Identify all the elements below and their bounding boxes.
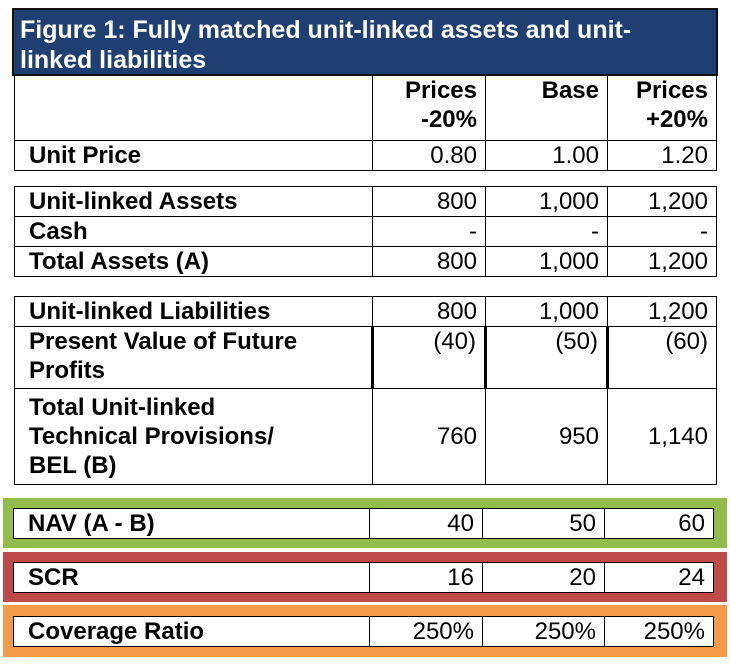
cell: 24 — [604, 562, 714, 593]
table-row: NAV (A - B) 40 50 60 — [13, 508, 714, 539]
nav-band: NAV (A - B) 40 50 60 — [3, 498, 727, 548]
table-row: Unit Price 0.80 1.00 1.20 — [14, 140, 717, 171]
row-label-line: BEL (B) — [29, 452, 117, 479]
row-label: NAV (A - B) — [13, 508, 370, 539]
table-row: Unit-linked Assets 800 1,000 1,200 — [14, 186, 717, 217]
cell: 1,000 — [485, 296, 608, 327]
row-label-line: Technical Provisions/ — [29, 423, 274, 450]
liabilities-table: Unit-linked Liabilities 800 1,000 1,200 … — [14, 296, 717, 485]
table-row: Cash - - - — [14, 216, 717, 247]
scr-table: SCR 16 20 24 — [13, 562, 714, 593]
row-label: Present Value of Future Profits — [14, 326, 373, 389]
col-header-base: Base — [485, 76, 608, 141]
table-row: Present Value of Future Profits (40) (50… — [14, 326, 717, 389]
cell: (50) — [484, 326, 608, 389]
table-row: SCR 16 20 24 — [13, 562, 714, 593]
cell: (40) — [371, 326, 486, 389]
col-header-text: -20% — [420, 106, 477, 133]
cell: 800 — [372, 186, 486, 217]
row-label: Unit-linked Liabilities — [14, 296, 373, 327]
cell: 0.80 — [372, 140, 486, 171]
row-label: Total Assets (A) — [14, 246, 373, 277]
cell: 760 — [372, 388, 486, 485]
scr-band: SCR 16 20 24 — [3, 552, 727, 602]
col-header-text: Prices — [635, 77, 708, 104]
table-row: Total Assets (A) 800 1,000 1,200 — [14, 246, 717, 277]
cell: 1,000 — [485, 246, 608, 277]
row-label: Total Unit-linked Technical Provisions/ … — [14, 388, 373, 485]
row-label-line: Present Value of Future — [29, 328, 298, 355]
col-header-prices-plus: Prices +20% — [607, 76, 717, 141]
cell: 1,200 — [607, 246, 717, 277]
table-row: Unit-linked Liabilities 800 1,000 1,200 — [14, 296, 717, 327]
cell: 800 — [372, 246, 486, 277]
row-label-line: Total Unit-linked — [29, 394, 216, 421]
cell: 250% — [369, 616, 483, 647]
table-row: Coverage Ratio 250% 250% 250% — [13, 616, 714, 647]
cell: 40 — [369, 508, 483, 539]
cell: 250% — [482, 616, 605, 647]
cell: 16 — [369, 562, 483, 593]
cell: 250% — [604, 616, 714, 647]
row-label: Coverage Ratio — [13, 616, 370, 647]
col-header-text: +20% — [645, 106, 708, 133]
coverage-band: Coverage Ratio 250% 250% 250% — [3, 605, 727, 657]
figure-title: Figure 1: Fully matched unit-linked asse… — [12, 8, 718, 76]
row-label: Unit Price — [14, 140, 373, 171]
unit-price-table: Unit Price 0.80 1.00 1.20 — [14, 140, 717, 171]
cell: 50 — [482, 508, 605, 539]
cell: 950 — [485, 388, 608, 485]
cell: 1,000 — [485, 186, 608, 217]
cell: - — [607, 216, 717, 247]
table-row: Total Unit-linked Technical Provisions/ … — [14, 388, 717, 485]
figure-title-line2: linked liabilities — [20, 46, 207, 74]
column-header-table: Prices -20% Base Prices +20% — [14, 76, 717, 141]
assets-table: Unit-linked Assets 800 1,000 1,200 Cash … — [14, 186, 717, 277]
cell: (60) — [606, 326, 717, 389]
col-header-text: Base — [541, 77, 599, 104]
row-label: SCR — [13, 562, 370, 593]
nav-table: NAV (A - B) 40 50 60 — [13, 508, 714, 539]
cell: 1,140 — [607, 388, 717, 485]
cell: - — [372, 216, 486, 247]
col-header-text: Prices — [404, 77, 477, 104]
cell: 1.00 — [485, 140, 608, 171]
cell: 1.20 — [607, 140, 717, 171]
header-blank-cell — [14, 76, 373, 141]
col-header-prices-minus: Prices -20% — [372, 76, 486, 141]
figure-title-line1: Figure 1: Fully matched unit-linked asse… — [20, 16, 632, 44]
row-label: Unit-linked Assets — [14, 186, 373, 217]
cell: - — [485, 216, 608, 247]
cell: 20 — [482, 562, 605, 593]
cell: 1,200 — [607, 186, 717, 217]
row-label-line: Profits — [29, 357, 106, 384]
cell: 800 — [372, 296, 486, 327]
coverage-table: Coverage Ratio 250% 250% 250% — [13, 616, 714, 647]
row-label: Cash — [14, 216, 373, 247]
cell: 60 — [604, 508, 714, 539]
cell: 1,200 — [607, 296, 717, 327]
